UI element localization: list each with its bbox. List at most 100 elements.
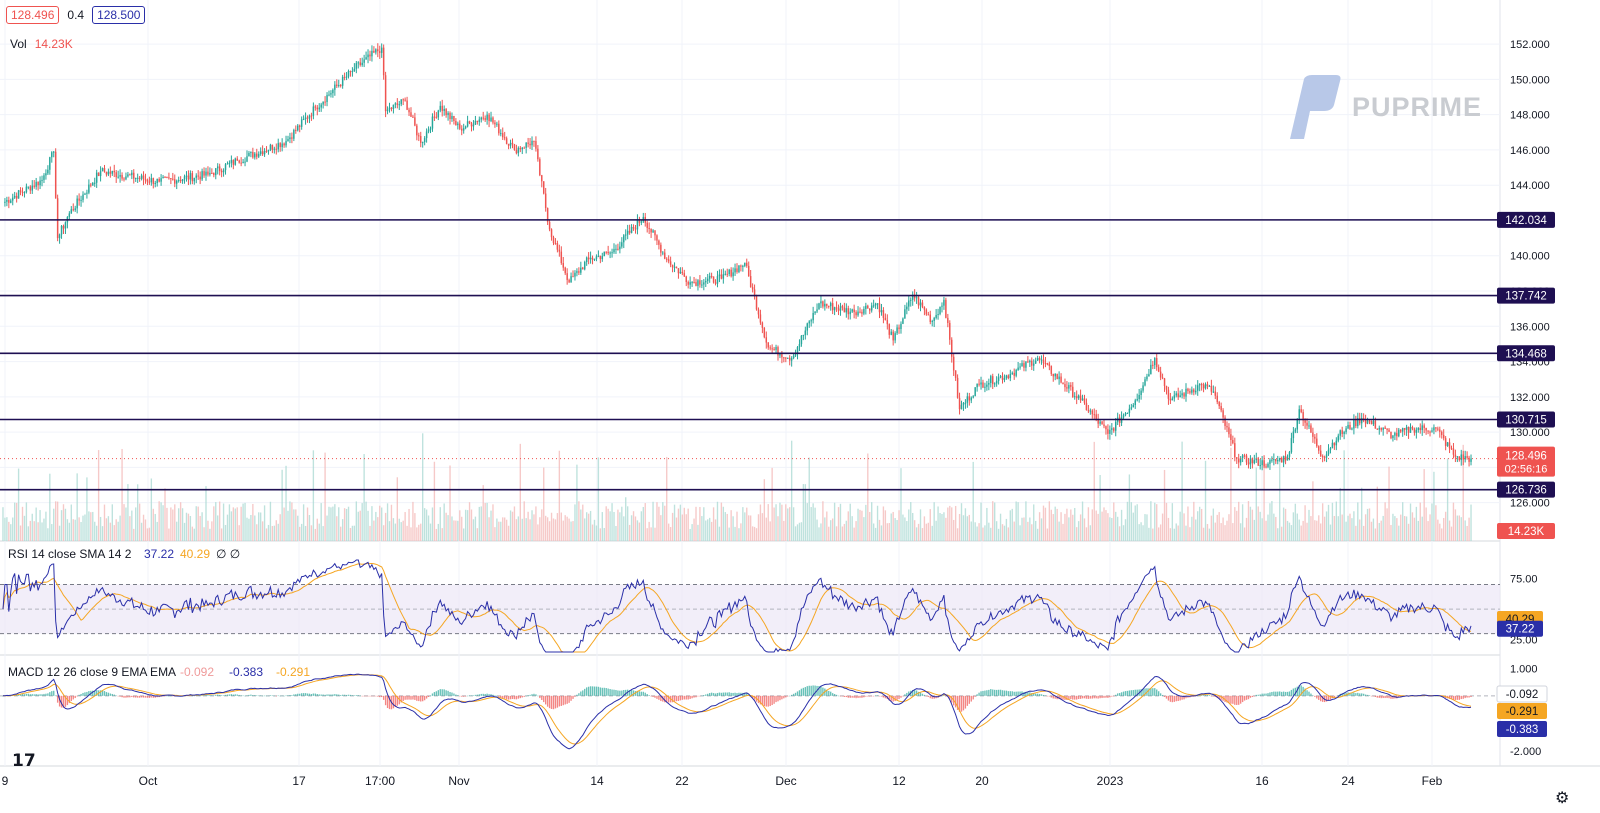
volume-bar — [1167, 517, 1170, 541]
candle — [587, 257, 590, 260]
price-level-label: 137.742 — [1505, 291, 1547, 303]
macd-histogram-bar — [1075, 695, 1078, 700]
candle — [60, 225, 63, 235]
candle — [562, 263, 564, 268]
macd-histogram-bar — [1111, 695, 1113, 697]
volume-bar — [357, 511, 359, 541]
macd-histogram-bar — [1300, 685, 1302, 696]
volume-bar — [1308, 509, 1310, 541]
volume-bar — [242, 503, 244, 541]
macd-histogram-bar — [1208, 695, 1211, 696]
macd-histogram-bar — [796, 691, 799, 696]
volume-bar — [386, 503, 389, 541]
candle — [730, 269, 732, 277]
volume-bar — [666, 456, 668, 541]
tradingview-logo-icon[interactable]: 17 — [12, 751, 36, 771]
candle — [1374, 420, 1377, 429]
volume-bar — [1232, 523, 1234, 541]
macd-histogram-bar — [525, 695, 527, 697]
candle — [585, 257, 588, 263]
candle — [1273, 459, 1275, 461]
macd-histogram-bar — [906, 692, 908, 696]
macd-histogram-bar — [1456, 695, 1459, 700]
macd-histogram-bar — [1290, 689, 1293, 696]
gear-icon[interactable]: ⚙ — [1555, 790, 1570, 807]
volume-bar — [105, 518, 108, 541]
ask-box[interactable]: 128.500 — [92, 6, 146, 24]
volume-bar — [683, 507, 685, 541]
macd-histogram-bar — [19, 694, 22, 696]
volume-bar — [644, 503, 646, 541]
candle — [970, 397, 973, 401]
macd-histogram-bar — [761, 695, 764, 706]
volume-bar — [1228, 514, 1230, 541]
macd-histogram-bar — [488, 694, 490, 696]
candle — [1351, 428, 1353, 430]
volume-bar — [1154, 502, 1156, 541]
candle — [1415, 429, 1418, 433]
macd-histogram-bar — [564, 695, 566, 705]
candle — [1333, 442, 1336, 446]
candle — [6, 200, 8, 202]
volume-bar — [269, 501, 272, 541]
macd-histogram-bar — [1312, 695, 1314, 696]
candle — [593, 258, 596, 260]
volume-bar — [753, 526, 756, 541]
volume-bar — [382, 525, 385, 541]
candle — [1437, 428, 1439, 430]
volume-bar — [84, 514, 86, 541]
volume-bar — [1265, 520, 1267, 541]
candle — [33, 185, 35, 187]
volume-bar — [1314, 520, 1316, 541]
volume-bar — [299, 526, 301, 541]
macd-histogram-bar — [701, 695, 703, 697]
macd-histogram-bar — [478, 694, 480, 696]
candle — [396, 103, 399, 105]
volume-bar — [1198, 506, 1201, 541]
candle — [1181, 393, 1183, 396]
volume-bar — [226, 514, 229, 541]
candle — [404, 99, 406, 101]
bid-box[interactable]: 128.496 — [6, 6, 60, 24]
volume-bar — [459, 510, 461, 541]
candle — [679, 271, 682, 274]
macd-histogram-bar — [1204, 694, 1207, 696]
volume-bar — [45, 511, 47, 541]
volume-bar — [142, 514, 145, 541]
volume-bar — [1374, 528, 1377, 541]
macd-histogram-bar — [648, 695, 650, 696]
candle — [1023, 363, 1025, 368]
macd-histogram-bar — [138, 695, 141, 698]
volume-bar — [1019, 525, 1021, 541]
macd-histogram-bar — [447, 690, 449, 696]
candle — [1208, 385, 1211, 387]
macd-histogram-bar — [1263, 693, 1265, 696]
candle — [39, 180, 41, 186]
candle — [246, 156, 248, 162]
candle — [279, 143, 281, 148]
candle — [1427, 430, 1429, 432]
volume-bar — [322, 526, 324, 541]
candle — [462, 128, 465, 131]
macd-histogram-bar — [1156, 689, 1158, 696]
volume-bar — [625, 497, 627, 541]
volume-bar — [162, 505, 164, 541]
volume-bar — [613, 511, 615, 541]
macd-histogram-bar — [853, 695, 855, 698]
volume-bar — [1007, 527, 1010, 541]
candle — [283, 143, 285, 146]
volume-bar — [205, 486, 207, 541]
candle — [209, 172, 211, 175]
candle — [1282, 456, 1285, 463]
volume-bar — [111, 504, 113, 541]
candle — [1128, 408, 1131, 414]
macd-histogram-bar — [211, 695, 213, 696]
volume-bar — [1177, 525, 1179, 541]
macd-histogram-bar — [244, 695, 246, 697]
volume-bar — [947, 507, 949, 541]
candle — [17, 190, 20, 199]
volume-bar — [1275, 516, 1277, 541]
candle — [605, 251, 607, 253]
volume-bar — [558, 450, 561, 541]
